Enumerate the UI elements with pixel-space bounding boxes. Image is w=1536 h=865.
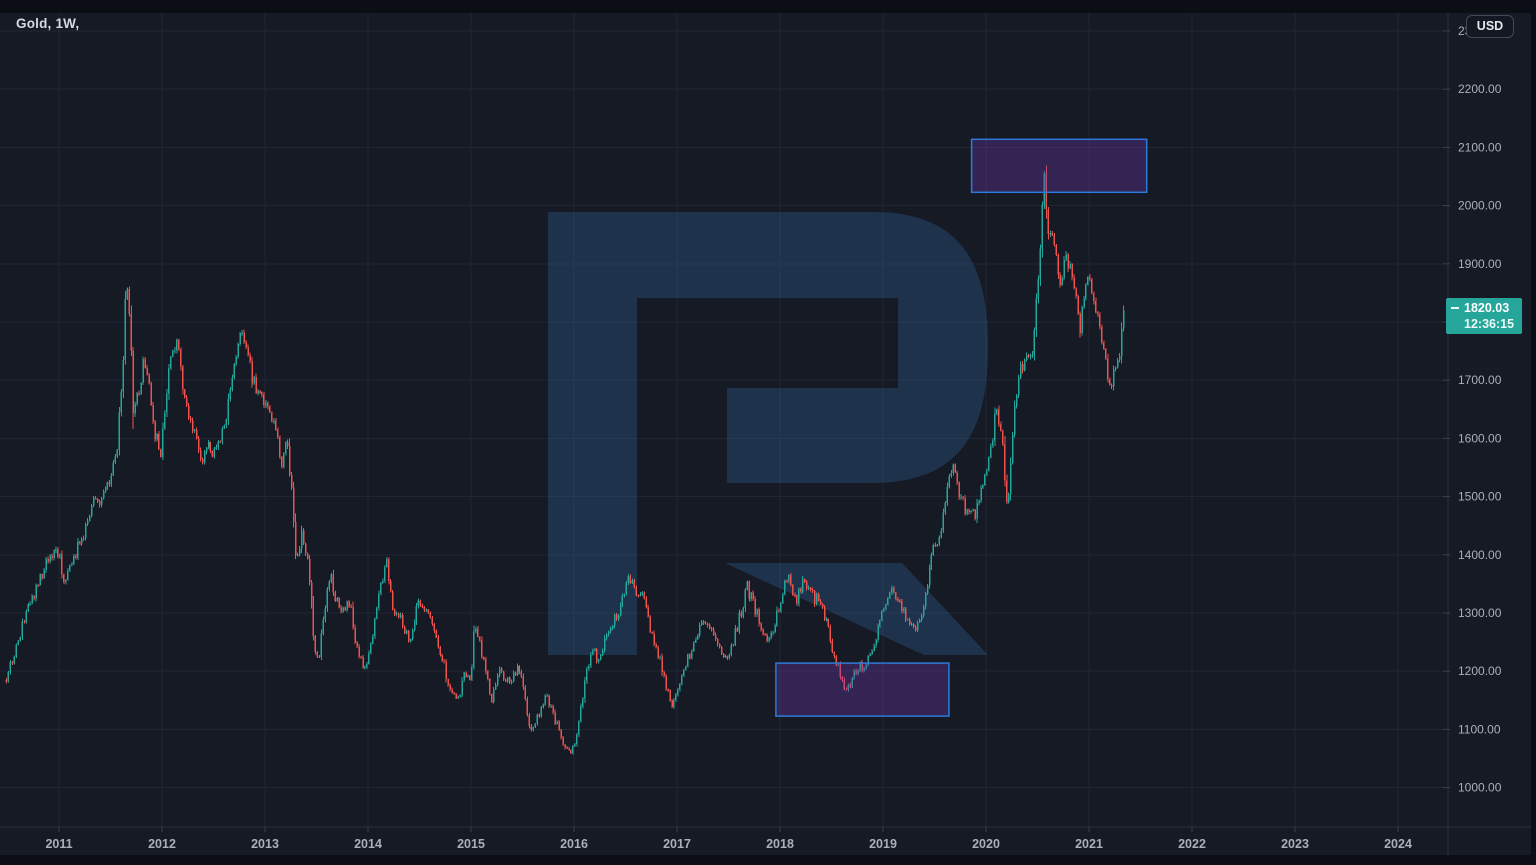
bar-countdown: 12:36:15: [1464, 316, 1515, 331]
year-label: 2012: [148, 837, 176, 851]
currency-button[interactable]: USD: [1466, 15, 1514, 38]
price-label: 1000.00: [1458, 781, 1502, 795]
year-label: 2015: [457, 837, 485, 851]
year-label: 2019: [869, 837, 897, 851]
price-label: 1400.00: [1458, 548, 1502, 562]
top-border: [0, 0, 1536, 13]
time-axis[interactable]: 2011 2012 2013 2014 2015 2016 2017 2018 2019 2020…: [45, 827, 1412, 851]
drawing-rectangle[interactable]: [775, 662, 950, 717]
annotations-group[interactable]: [775, 138, 1148, 717]
price-label: 1500.00: [1458, 490, 1502, 504]
price-label: 2200.00: [1458, 82, 1502, 96]
year-label: 2017: [663, 837, 691, 851]
year-label: 2016: [560, 837, 588, 851]
year-label: 2011: [45, 837, 72, 851]
price-label: 1700.00: [1458, 373, 1502, 387]
symbol-legend[interactable]: Gold, 1W,: [16, 16, 80, 31]
year-label: 2014: [354, 837, 382, 851]
last-price-badge[interactable]: 1820.03 12:36:15: [1446, 298, 1522, 334]
drawing-rectangle[interactable]: [970, 138, 1148, 194]
year-label: 2022: [1178, 837, 1206, 851]
axes-lines: [0, 13, 1536, 855]
year-label: 2013: [251, 837, 279, 851]
year-label: 2021: [1075, 837, 1103, 851]
price-label: 1900.00: [1458, 257, 1502, 271]
candles-group: [5, 165, 1125, 755]
price-label: 2000.00: [1458, 199, 1502, 213]
grid: [0, 13, 1448, 827]
price-label: 1200.00: [1458, 664, 1502, 678]
price-label: 1100.00: [1458, 722, 1501, 736]
broker-logo-watermark: [548, 212, 988, 655]
price-label: 2100.00: [1458, 140, 1502, 154]
right-border: [1531, 0, 1536, 865]
year-label: 2018: [766, 837, 794, 851]
year-label: 2020: [972, 837, 1000, 851]
last-price-value: 1820.03: [1464, 301, 1510, 315]
price-label: 1600.00: [1458, 431, 1502, 445]
year-label: 2024: [1384, 837, 1412, 851]
price-label: 1300.00: [1458, 606, 1502, 620]
year-label: 2023: [1281, 837, 1309, 851]
price-tick-icon: [1451, 307, 1459, 309]
bottom-border: [0, 855, 1536, 865]
price-axis[interactable]: 2300.002200.002100.002000.001900.001800.…: [1443, 24, 1502, 795]
